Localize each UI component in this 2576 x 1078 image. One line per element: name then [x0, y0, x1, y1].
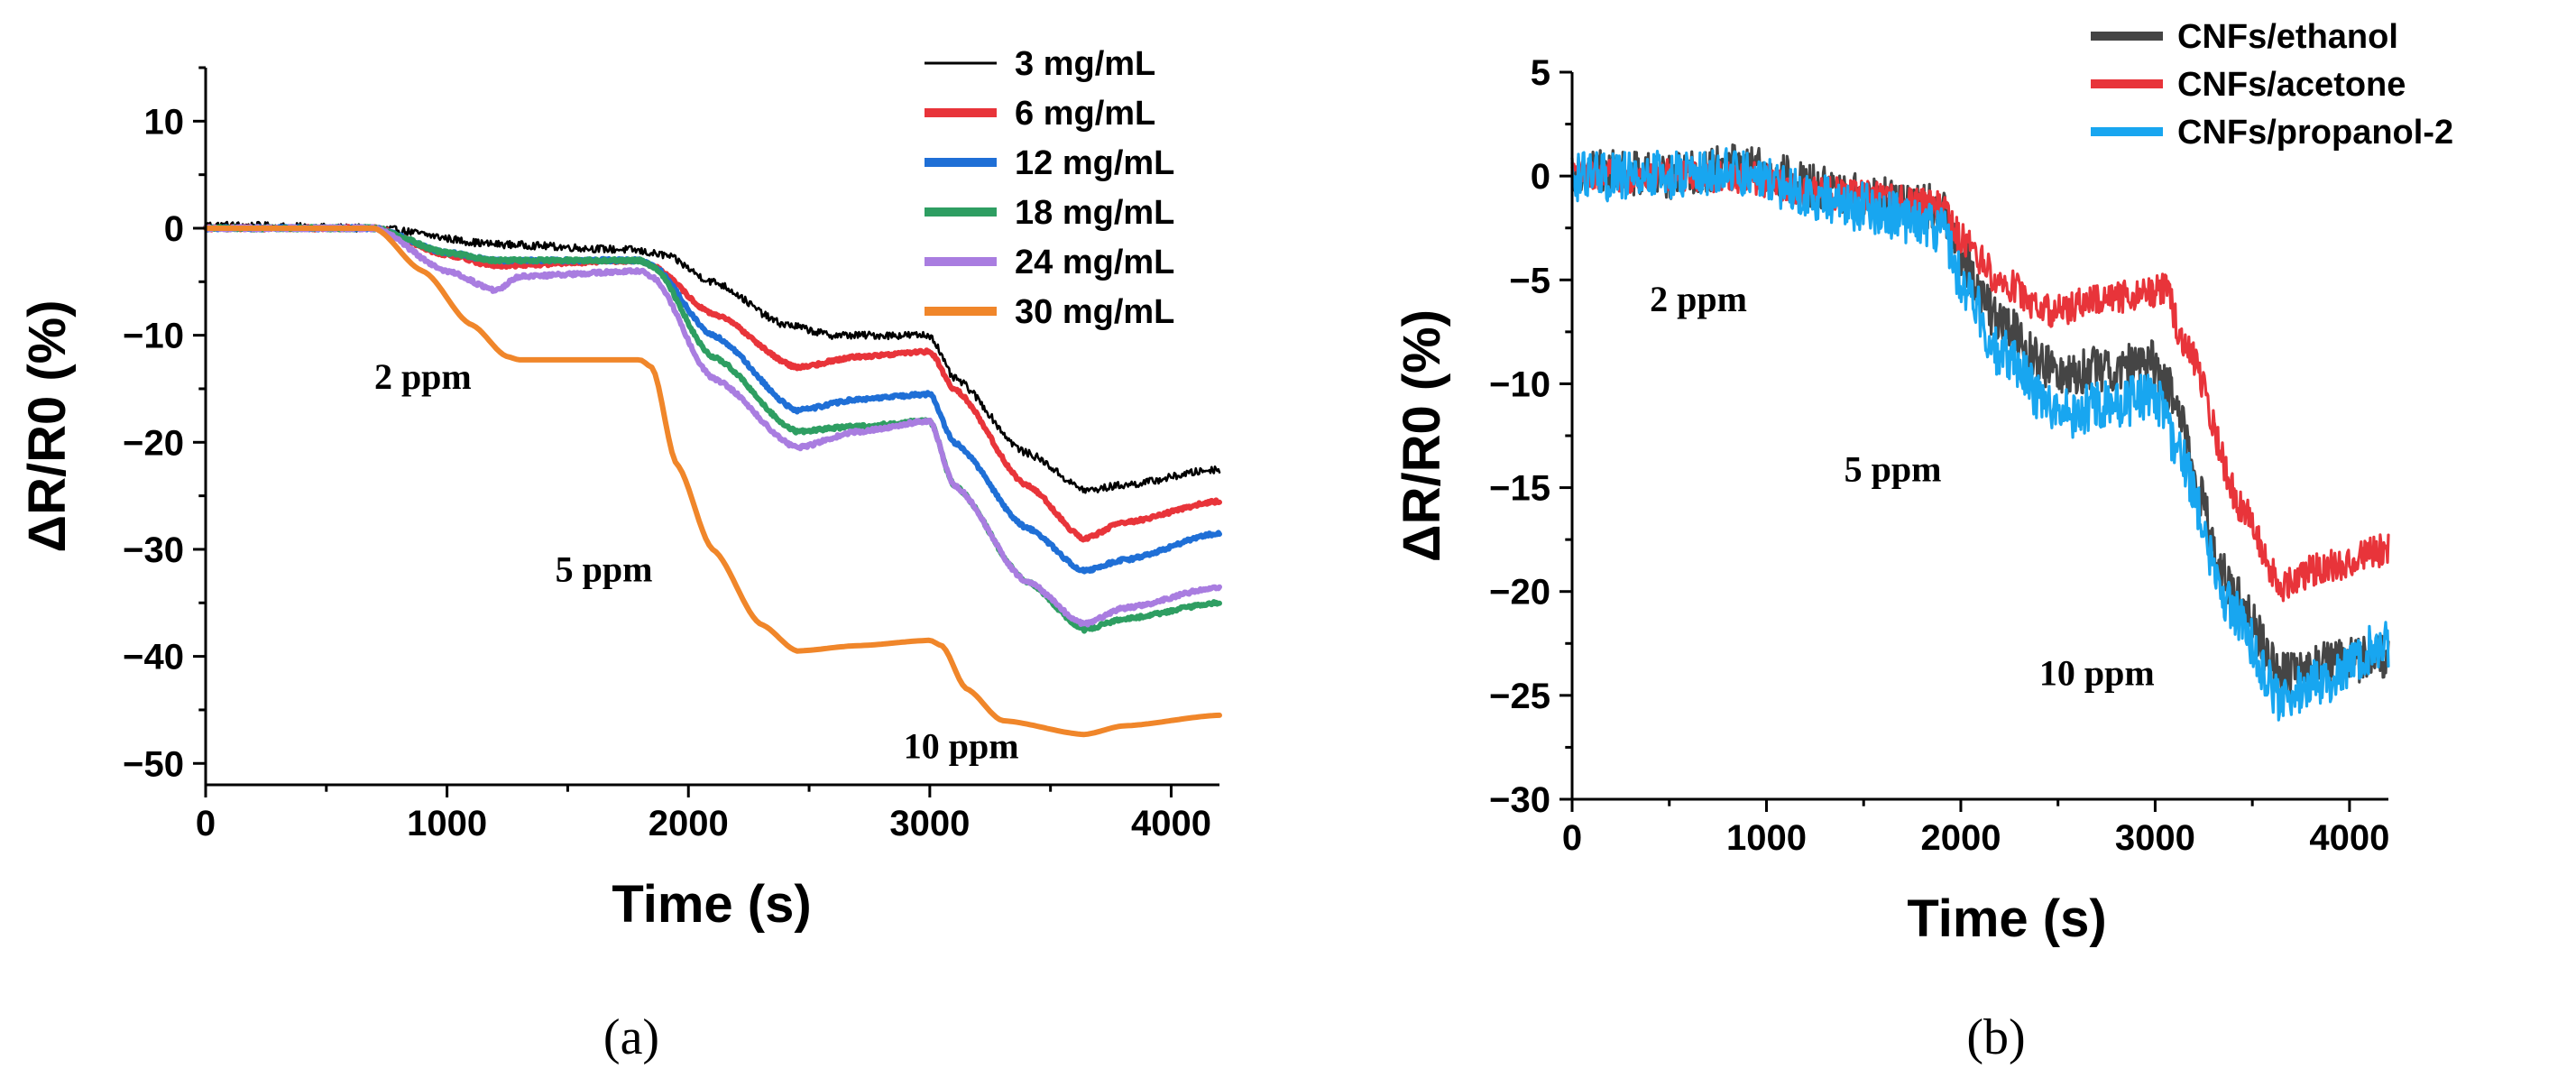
y-tick-label: −50: [123, 744, 184, 784]
legend-label: 30 mg/mL: [1015, 293, 1174, 331]
panel-label-b: (b): [1966, 1009, 2025, 1065]
series-layer: [203, 220, 1222, 738]
x-tick-label: 1000: [407, 804, 487, 843]
legend-label: 6 mg/mL: [1015, 95, 1155, 133]
y-tick-label: −20: [1489, 573, 1550, 613]
panel-label-a: (a): [603, 1009, 659, 1065]
axes-layer: 0 1000 2000 3000 4000 10 0 −10 −20 −30 −40 −50 ΔR/R0…: [18, 66, 1219, 843]
y-tick-label: −15: [1489, 469, 1550, 509]
annotation-label: 5 ppm: [556, 549, 653, 590]
axes-layer: 0 1000 2000 3000 4000 5 0 −5 −10 −15 −20 −25 −30 ΔR/R…: [1393, 53, 2389, 858]
series-line-cnfs-acetone: [1570, 158, 2390, 603]
legend: 3 mg/mL 6 mg/mL 12 mg/mL 18 mg/mL 24 mg/mL 30…: [925, 45, 1174, 331]
x-tick-label: 4000: [2309, 818, 2389, 858]
annotation-layer: 2 ppm 5 ppm 10 ppm: [1650, 279, 2155, 694]
x-tick-label: 0: [1562, 818, 1582, 858]
y-tick-label: −30: [1489, 780, 1550, 820]
annotation-label: 2 ppm: [1650, 279, 1747, 319]
y-tick-label: −30: [123, 530, 184, 570]
y-tick-label: −20: [123, 423, 184, 463]
x-tick-label: 3000: [2115, 818, 2195, 858]
x-axis-title: Time (s): [1907, 889, 2106, 948]
x-tick-label: 1000: [1726, 818, 1807, 858]
x-tick-label: 2000: [649, 804, 729, 843]
series-line-cnfs-propanol-2: [1570, 147, 2390, 722]
y-tick-label: 5: [1531, 53, 1550, 93]
legend-label: 18 mg/mL: [1015, 194, 1174, 232]
legend-label: CNFs/acetone: [2177, 66, 2406, 104]
legend-label: 12 mg/mL: [1015, 144, 1174, 182]
chart-panel-b: 0 1000 2000 3000 4000 5 0 −5 −10 −15 −20 −25 −30 ΔR/R…: [1393, 18, 2453, 1065]
y-tick-label: 0: [164, 209, 184, 249]
x-tick-label: 4000: [1131, 804, 1211, 843]
chart-panel-a: 0 1000 2000 3000 4000 10 0 −10 −20 −30 −40 −50 ΔR/R0…: [18, 45, 1222, 1065]
legend-label: CNFs/ethanol: [2177, 18, 2398, 56]
y-tick-label: −40: [123, 638, 184, 677]
x-axis-title: Time (s): [612, 875, 811, 934]
series-line-cnfs-ethanol: [1570, 143, 2390, 696]
annotation-label: 10 ppm: [904, 725, 1019, 766]
y-tick-label: −10: [123, 317, 184, 356]
x-tick-label: 0: [196, 804, 216, 843]
series-line-24-mg-ml: [203, 224, 1222, 628]
y-tick-label: 0: [1531, 157, 1550, 197]
series-line-30-mg-ml: [203, 226, 1222, 738]
y-tick-label: −5: [1509, 261, 1550, 300]
annotation-label: 5 ppm: [1845, 449, 1942, 490]
y-axis-title: ΔR/R0 (%): [18, 299, 77, 552]
y-tick-label: 10: [144, 102, 185, 142]
x-tick-label: 2000: [1920, 818, 2001, 858]
legend-label: 24 mg/mL: [1015, 244, 1174, 281]
y-axis-title: ΔR/R0 (%): [1393, 309, 1451, 562]
legend-label: 3 mg/mL: [1015, 45, 1155, 83]
annotation-label: 2 ppm: [374, 356, 472, 397]
x-tick-label: 3000: [889, 804, 970, 843]
legend: CNFs/ethanol CNFs/acetone CNFs/propanol-2: [2091, 18, 2453, 152]
annotation-label: 10 ppm: [2039, 652, 2155, 693]
y-tick-label: −25: [1489, 677, 1550, 716]
y-tick-label: −10: [1489, 364, 1550, 404]
annotation-layer: 2 ppm 5 ppm 10 ppm: [374, 356, 1019, 766]
series-line-18-mg-ml: [203, 224, 1222, 634]
series-layer: [1570, 143, 2390, 722]
legend-label: CNFs/propanol-2: [2177, 114, 2453, 152]
